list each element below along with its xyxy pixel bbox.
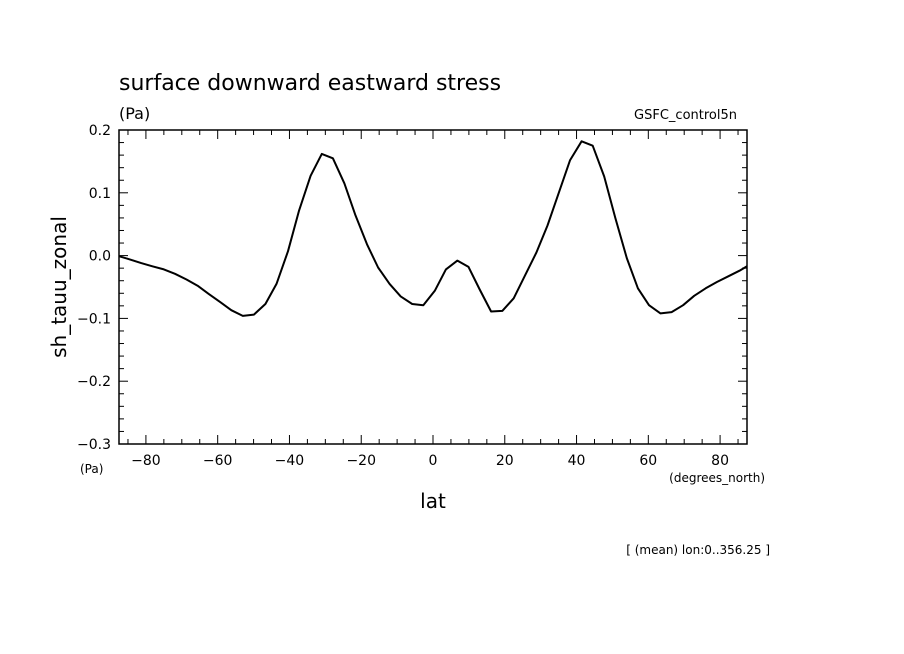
y-tick-label: 0.1 [89,186,111,202]
x-tick-labels: −80 −60 −40 −20 0 20 40 60 80 [131,453,729,469]
y-tick-label: −0.1 [77,311,111,327]
dataset-label: GSFC_control5n [634,108,737,123]
y-tick-label: −0.2 [77,374,111,390]
x-axis-label: lat [420,489,446,513]
axis-ticks [119,129,747,445]
y-tick-label: −0.3 [77,437,111,453]
x-tick-label: −60 [203,453,233,469]
title-units: (Pa) [119,104,150,123]
series-line [118,140,748,317]
x-tick-label: 0 [429,453,438,469]
y-tick-label: 0.0 [89,249,111,265]
x-tick-label: −80 [131,453,161,469]
x-tick-label: 80 [711,453,729,469]
y-tick-label: 0.2 [89,123,111,139]
x-units-label: (degrees_north) [669,471,765,485]
chart-title: surface downward eastward stress [119,71,501,96]
y-axis-label: sh_tauu_zonal [47,216,71,358]
y-units-label: (Pa) [80,462,103,476]
y-tick-labels: −0.3 −0.2 −0.1 0.0 0.1 0.2 [77,123,111,453]
x-tick-label: 60 [639,453,657,469]
x-tick-label: 40 [568,453,586,469]
averaging-note: [ (mean) lon:0..356.25 ] [626,543,770,557]
x-tick-label: −20 [346,453,376,469]
plot-frame [118,129,748,445]
x-tick-label: −40 [275,453,305,469]
x-tick-label: 20 [496,453,514,469]
